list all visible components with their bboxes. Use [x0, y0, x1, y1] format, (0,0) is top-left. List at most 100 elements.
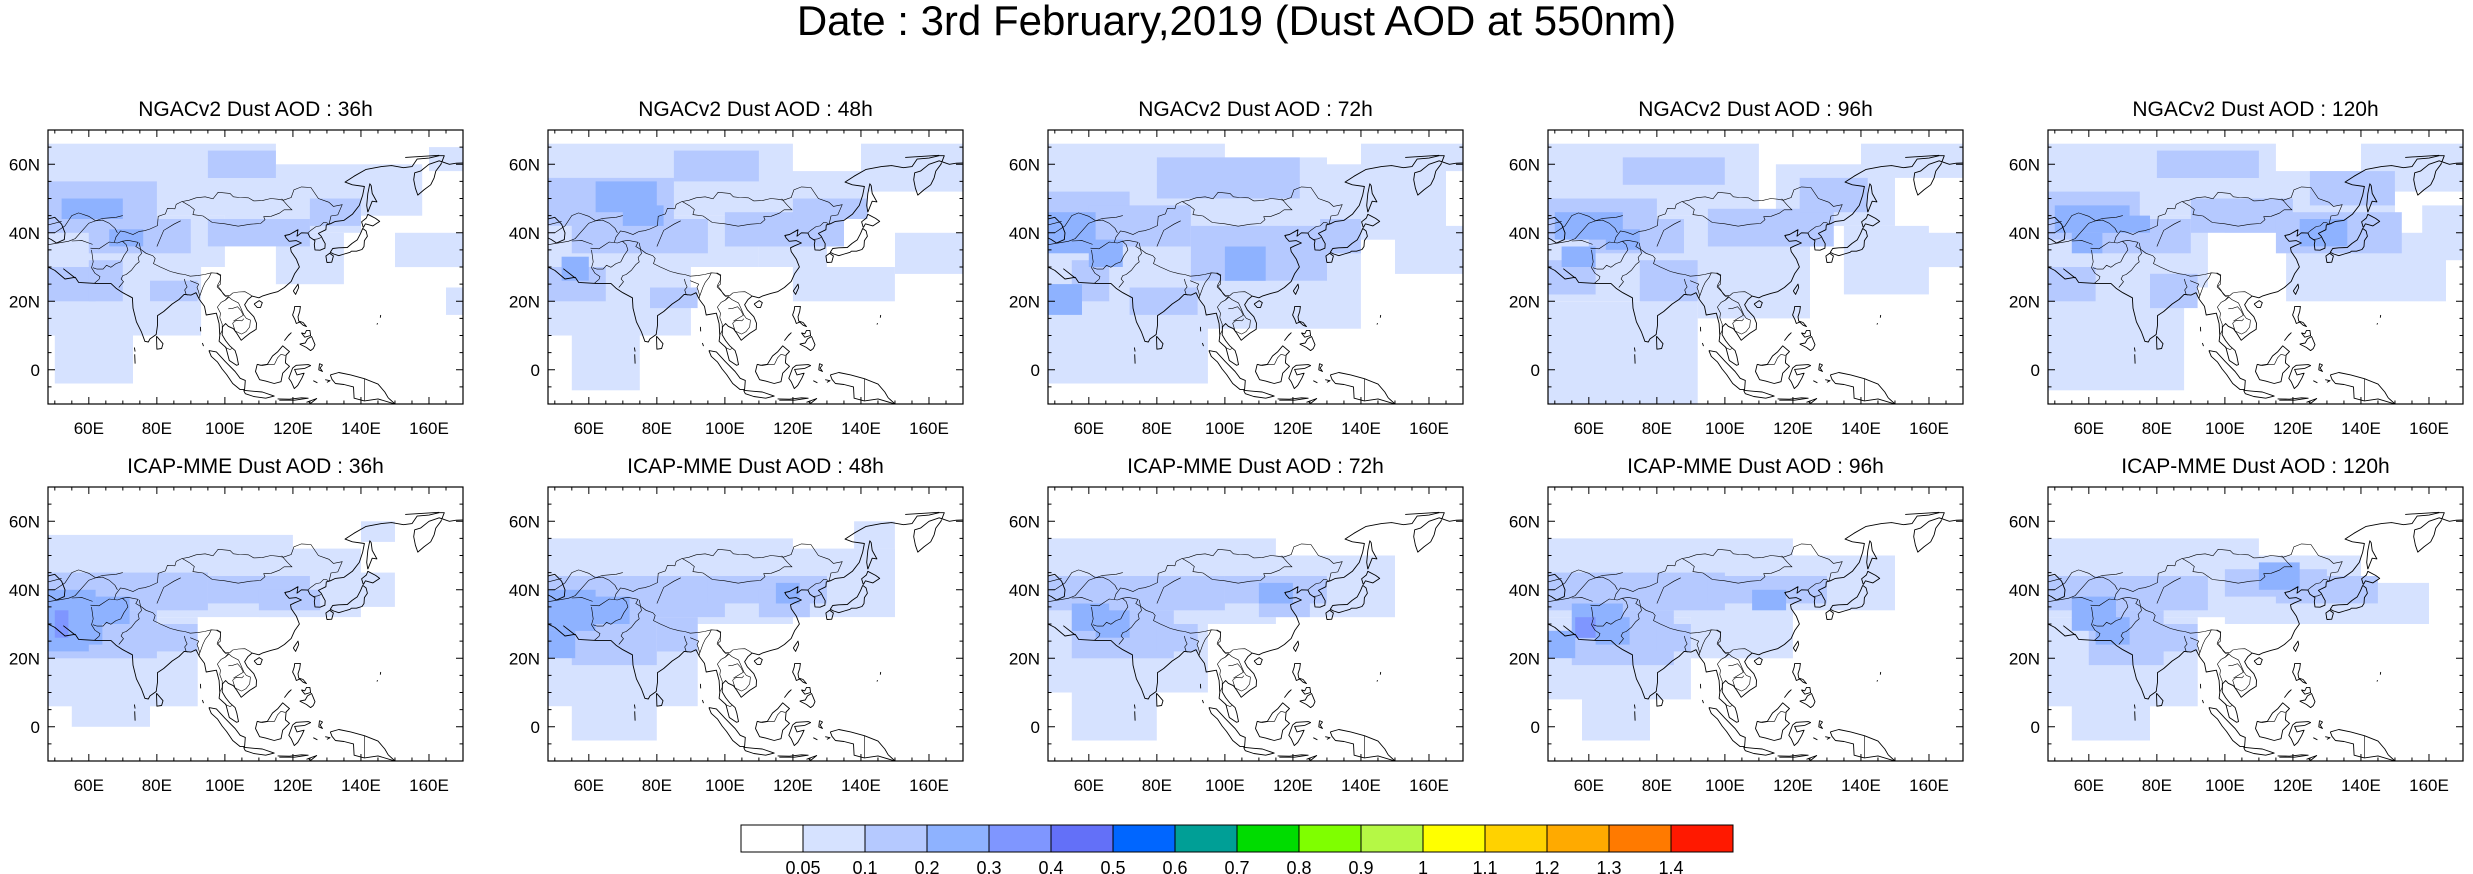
country-border — [1071, 240, 1093, 245]
country-border — [656, 577, 681, 604]
panel-title: ICAP-MME Dust AOD : 48h — [627, 455, 884, 478]
country-border — [2156, 577, 2181, 604]
coastline — [361, 213, 381, 228]
coastline — [299, 693, 316, 709]
country-border — [1807, 579, 1830, 591]
aod-shading — [446, 287, 463, 315]
aod-shading — [361, 164, 423, 216]
country-border — [2092, 240, 2129, 270]
coastline — [1376, 322, 1378, 325]
coastline — [2048, 512, 2463, 723]
country-border — [2156, 220, 2181, 247]
country-border — [92, 240, 129, 270]
country-border — [614, 186, 843, 243]
coastline — [1361, 570, 1381, 585]
aod-shading — [258, 589, 321, 611]
coastline — [2299, 693, 2316, 709]
country-border — [618, 599, 642, 645]
country-border — [1048, 215, 1123, 245]
country-border — [1807, 222, 1830, 234]
aod-shading — [2190, 198, 2293, 233]
coastline — [801, 329, 812, 338]
coastline — [2366, 540, 2378, 570]
country-border — [307, 222, 330, 234]
lat-tick-label: 60N — [2009, 155, 2040, 174]
coastline — [753, 300, 763, 308]
country-border — [90, 596, 253, 654]
coastline — [1277, 754, 1309, 758]
coastline — [548, 216, 566, 244]
coastline — [1755, 702, 1790, 741]
aod-shading — [1048, 284, 1082, 315]
coastline — [825, 609, 834, 620]
coastline — [1633, 347, 1636, 352]
country-border — [618, 242, 642, 288]
coastline — [1563, 625, 1576, 636]
country-border — [590, 239, 753, 297]
coastline — [1777, 397, 1809, 401]
coastline — [2301, 686, 2312, 695]
coastline — [792, 640, 800, 652]
coastline — [208, 707, 246, 748]
country-border — [548, 572, 623, 602]
coastline — [1755, 345, 1790, 384]
lat-tick-label: 0 — [1531, 361, 1540, 380]
country-border — [228, 663, 244, 679]
coastline — [329, 372, 396, 404]
lon-tick-label: 140E — [841, 776, 881, 795]
country-border — [2228, 306, 2244, 322]
lon-tick-label: 160E — [909, 419, 949, 438]
coastline — [133, 704, 136, 709]
lat-tick-label: 0 — [31, 361, 40, 380]
country-border — [2199, 272, 2212, 297]
country-border — [48, 578, 62, 583]
lon-tick-label: 120E — [2273, 419, 2313, 438]
coastline — [1243, 746, 1275, 756]
map-panel: ICAP-MME Dust AOD : 96h 60E 80E 100E 120E 140… — [1509, 455, 1964, 795]
coastline — [292, 662, 307, 685]
country-border — [2182, 198, 2293, 227]
aod-shading — [895, 232, 963, 274]
coastline — [1825, 609, 1834, 620]
panel-title: ICAP-MME Dust AOD : 120h — [2121, 455, 2389, 478]
coastline — [708, 707, 746, 748]
aod-shading — [2071, 232, 2103, 254]
country-border — [2313, 594, 2322, 597]
lon-tick-label: 80E — [1642, 419, 1672, 438]
aod-shading — [2095, 215, 2150, 233]
country-border — [1592, 240, 1629, 270]
lon-tick-label: 100E — [2205, 776, 2245, 795]
country-border — [1614, 186, 1843, 243]
lon-tick-label: 160E — [1409, 776, 1449, 795]
coastline — [818, 720, 823, 729]
coastline — [905, 154, 940, 158]
country-border — [1224, 653, 1251, 692]
aod-shading — [150, 280, 198, 302]
country-border — [1618, 599, 1642, 645]
coastline — [806, 755, 818, 761]
coastline — [2201, 342, 2204, 347]
country-border — [1092, 240, 1129, 270]
country-border — [1724, 653, 1751, 692]
coastline — [2405, 154, 2440, 158]
lon-tick-label: 80E — [642, 419, 672, 438]
country-border — [1071, 597, 1093, 602]
coastline — [861, 213, 881, 228]
lon-tick-label: 80E — [1142, 776, 1172, 795]
country-border — [257, 710, 286, 723]
country-border — [2114, 543, 2343, 600]
country-border — [728, 663, 744, 679]
aod-shading — [1548, 301, 1698, 404]
coastline — [255, 702, 290, 741]
country-border — [728, 306, 744, 322]
country-border — [1591, 606, 1601, 641]
lon-tick-label: 120E — [1273, 776, 1313, 795]
country-border — [1548, 221, 1562, 226]
country-border — [716, 272, 730, 335]
country-border — [48, 221, 62, 226]
country-border — [2216, 629, 2230, 692]
country-border — [813, 594, 822, 597]
aod-shading — [309, 572, 395, 607]
lat-tick-label: 20N — [1509, 292, 1540, 311]
coastline — [243, 746, 275, 756]
